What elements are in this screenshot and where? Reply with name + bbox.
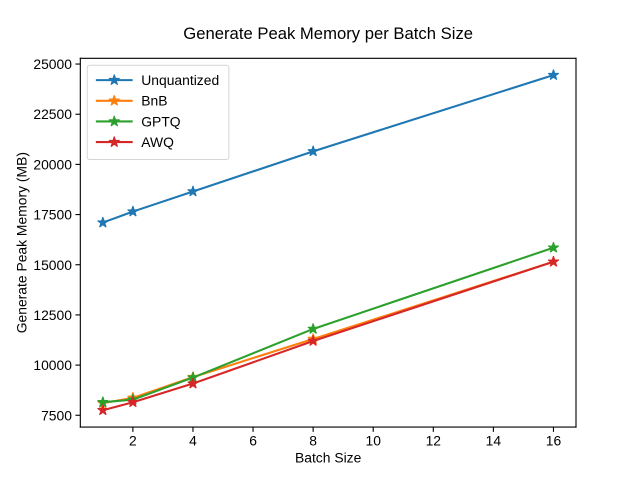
svg-text:15000: 15000 bbox=[33, 257, 72, 273]
svg-text:10: 10 bbox=[366, 432, 382, 448]
svg-text:4: 4 bbox=[189, 432, 197, 448]
svg-text:2: 2 bbox=[129, 432, 137, 448]
svg-text:Batch Size: Batch Size bbox=[295, 449, 362, 465]
svg-text:22500: 22500 bbox=[33, 106, 72, 122]
svg-text:14: 14 bbox=[486, 432, 502, 448]
svg-text:6: 6 bbox=[249, 432, 257, 448]
svg-text:10000: 10000 bbox=[33, 357, 72, 373]
svg-text:Unquantized: Unquantized bbox=[141, 72, 219, 88]
svg-text:AWQ: AWQ bbox=[141, 134, 174, 150]
svg-text:12: 12 bbox=[426, 432, 442, 448]
svg-text:17500: 17500 bbox=[33, 207, 72, 223]
svg-text:12500: 12500 bbox=[33, 307, 72, 323]
svg-text:BnB: BnB bbox=[141, 93, 167, 109]
svg-text:20000: 20000 bbox=[33, 156, 72, 172]
svg-text:GPTQ: GPTQ bbox=[141, 113, 181, 129]
svg-text:8: 8 bbox=[309, 432, 317, 448]
svg-text:Generate Peak Memory (MB): Generate Peak Memory (MB) bbox=[13, 152, 29, 333]
svg-text:16: 16 bbox=[546, 432, 562, 448]
svg-text:7500: 7500 bbox=[41, 407, 72, 423]
svg-text:Generate Peak Memory per Batch: Generate Peak Memory per Batch Size bbox=[183, 24, 473, 43]
svg-text:25000: 25000 bbox=[33, 56, 72, 72]
